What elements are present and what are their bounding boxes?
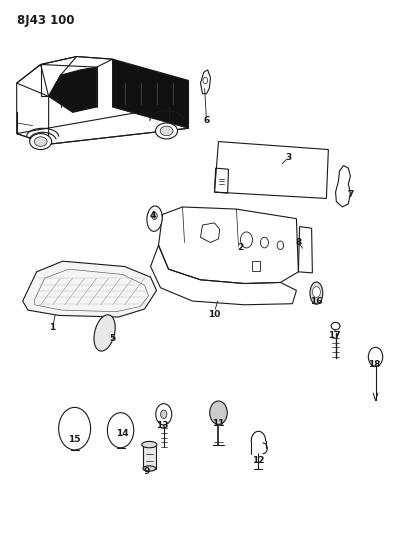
Ellipse shape xyxy=(143,466,156,471)
Polygon shape xyxy=(49,67,97,112)
Text: 7: 7 xyxy=(347,190,354,199)
Circle shape xyxy=(152,212,157,220)
Ellipse shape xyxy=(331,322,340,330)
Ellipse shape xyxy=(147,206,162,231)
Text: 6: 6 xyxy=(203,116,210,125)
Text: 3: 3 xyxy=(285,153,292,162)
Text: 12: 12 xyxy=(252,456,265,465)
Circle shape xyxy=(277,241,284,249)
Text: 9: 9 xyxy=(144,467,150,475)
Circle shape xyxy=(369,348,383,367)
Text: 8J43 100: 8J43 100 xyxy=(17,14,74,27)
Ellipse shape xyxy=(142,441,157,448)
Ellipse shape xyxy=(156,123,178,139)
Circle shape xyxy=(260,237,268,248)
Text: 5: 5 xyxy=(109,334,116,343)
Ellipse shape xyxy=(34,137,47,147)
Text: 11: 11 xyxy=(212,419,225,428)
Polygon shape xyxy=(143,446,156,469)
Polygon shape xyxy=(113,59,188,128)
Text: 1: 1 xyxy=(49,323,56,332)
Text: 18: 18 xyxy=(368,360,381,369)
Text: 17: 17 xyxy=(328,331,341,340)
Circle shape xyxy=(156,403,172,425)
Ellipse shape xyxy=(160,126,173,136)
Ellipse shape xyxy=(30,134,52,150)
Circle shape xyxy=(312,287,320,297)
Text: 4: 4 xyxy=(149,212,156,221)
Circle shape xyxy=(203,77,208,84)
Circle shape xyxy=(107,413,134,448)
Circle shape xyxy=(160,410,167,418)
Ellipse shape xyxy=(94,315,115,351)
Circle shape xyxy=(59,407,91,450)
Text: 16: 16 xyxy=(310,296,323,305)
Ellipse shape xyxy=(310,282,323,304)
Text: 13: 13 xyxy=(156,422,169,431)
Text: 2: 2 xyxy=(237,244,243,253)
Circle shape xyxy=(241,232,253,248)
Text: 8: 8 xyxy=(295,238,302,247)
Text: 10: 10 xyxy=(208,310,221,319)
Polygon shape xyxy=(23,261,156,317)
Text: 15: 15 xyxy=(69,435,81,444)
Text: 14: 14 xyxy=(116,430,129,439)
Circle shape xyxy=(210,401,227,424)
